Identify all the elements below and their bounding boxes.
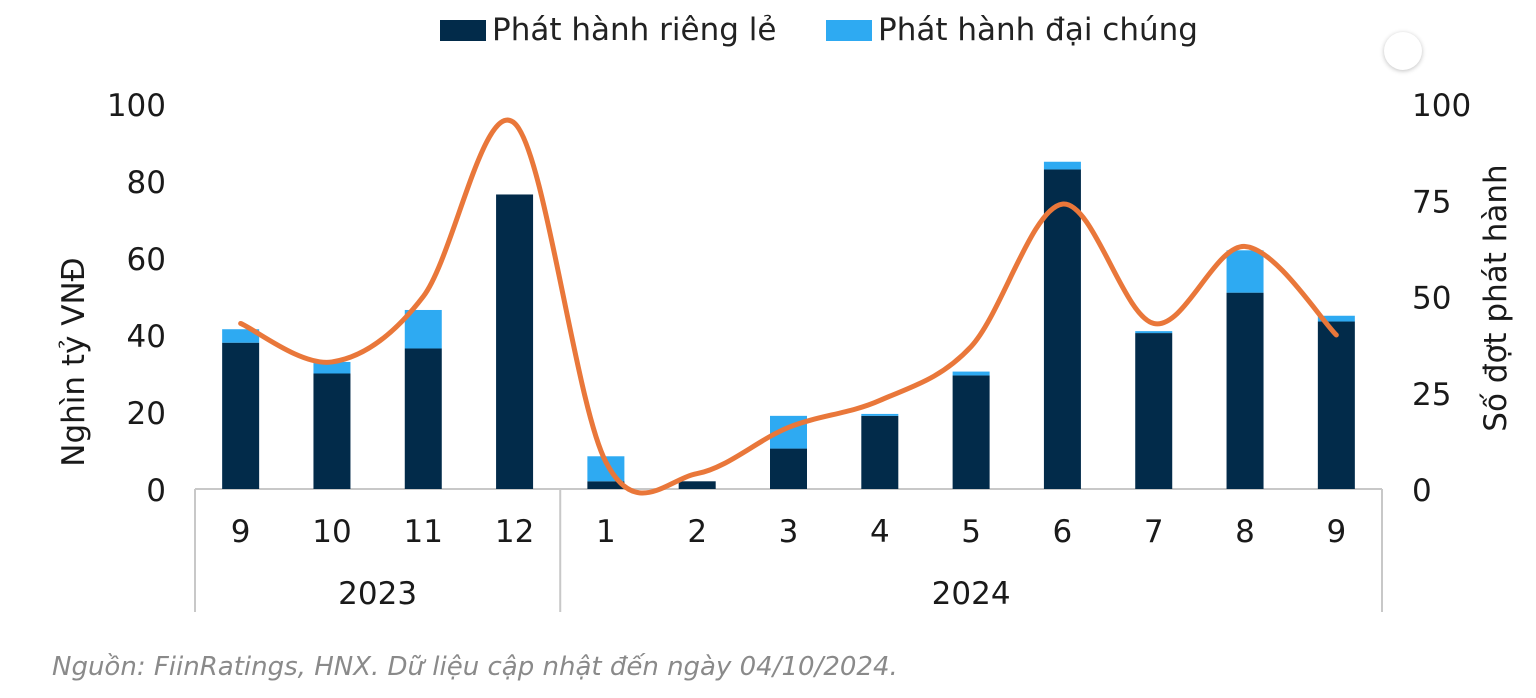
y-tick-label: 0 <box>146 473 166 509</box>
bar-public <box>861 413 899 416</box>
bar-public <box>222 329 260 343</box>
y-tick-label: 60 <box>127 242 166 278</box>
y-tick-label: 100 <box>107 88 166 124</box>
x-tick-label: 7 <box>1144 514 1164 550</box>
bar-private <box>587 481 625 489</box>
bar-private <box>1043 169 1081 489</box>
bar-private <box>1226 292 1264 489</box>
y-tick-label: 40 <box>127 319 166 355</box>
y2-tick-label: 25 <box>1412 377 1451 413</box>
y2-tick-label: 100 <box>1412 88 1471 124</box>
x-tick-label: 6 <box>1053 514 1073 550</box>
issuance-count-line <box>238 117 1339 496</box>
bar-private <box>222 342 260 489</box>
bar-private <box>952 375 990 489</box>
legend-label-public: Phát hành đại chúng <box>878 12 1198 48</box>
x-tick-label: 1 <box>596 514 616 550</box>
x-tick-label: 8 <box>1235 514 1255 550</box>
source-note: Nguồn: FiinRatings, HNX. Dữ liệu cập nhậ… <box>52 652 898 682</box>
bar-private <box>404 348 442 489</box>
y2-axis-title: Số đợt phát hành <box>1478 164 1514 431</box>
bar-private <box>678 481 716 489</box>
y2-tick-label: 0 <box>1412 473 1432 509</box>
bar-private <box>1317 321 1355 489</box>
bar-private <box>1135 333 1173 489</box>
y-tick-label: 20 <box>127 396 166 432</box>
group-label: 2023 <box>338 576 417 612</box>
y-axis-title: Nghìn tỷ VNĐ <box>56 257 92 466</box>
bar-private <box>861 415 899 489</box>
x-tick-label: 2 <box>687 514 707 550</box>
bar-public <box>313 361 351 374</box>
bar-public <box>952 371 990 376</box>
x-tick-label: 9 <box>231 514 251 550</box>
bar-public <box>1043 161 1081 170</box>
y2-tick-label: 50 <box>1412 281 1451 317</box>
bar-private <box>496 194 534 489</box>
legend-swatch-public <box>826 19 872 41</box>
y2-tick-label: 75 <box>1412 184 1451 220</box>
y-tick-label: 80 <box>127 165 166 201</box>
bar-public <box>404 309 442 349</box>
bar-public <box>1135 331 1173 334</box>
bar-private <box>770 448 807 489</box>
bar-private <box>313 373 351 489</box>
x-tick-label: 11 <box>404 514 443 550</box>
x-tick-label: 9 <box>1326 514 1346 550</box>
x-tick-label: 10 <box>312 514 351 550</box>
bar-public <box>1317 315 1355 322</box>
legend-label-private: Phát hành riêng lẻ <box>492 12 777 48</box>
floating-circle-button[interactable] <box>1384 32 1422 70</box>
x-tick-label: 4 <box>870 514 890 550</box>
x-tick-label: 3 <box>779 514 799 550</box>
group-label: 2024 <box>932 576 1011 612</box>
legend-item-private: Phát hành riêng lẻ <box>440 10 776 50</box>
bar-public <box>1226 250 1264 293</box>
legend-item-public: Phát hành đại chúng <box>826 10 1198 50</box>
x-tick-label: 5 <box>961 514 981 550</box>
x-tick-label: 12 <box>495 514 534 550</box>
legend-swatch-private <box>440 19 486 41</box>
